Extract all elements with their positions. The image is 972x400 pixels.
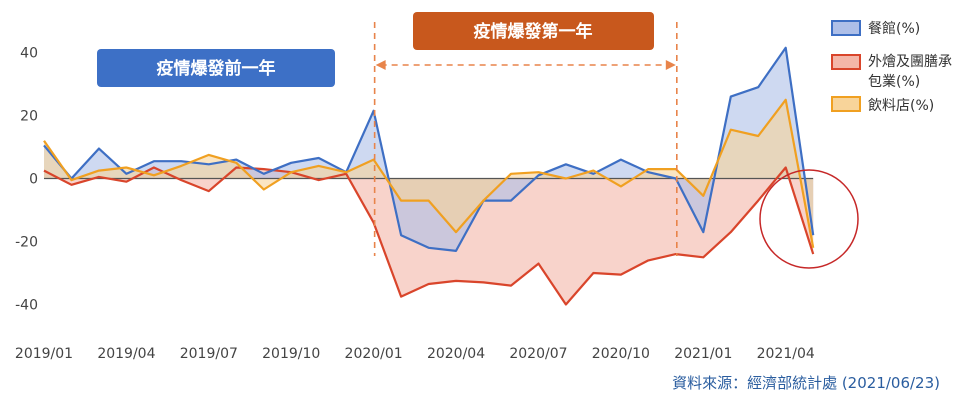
y-tick-label: 40: [20, 46, 38, 62]
y-tick-label: -40: [15, 298, 38, 314]
line-restaurants: [43, 46, 815, 252]
pandemic-banner-bg: [413, 12, 654, 50]
x-tick-label: 2020/10: [592, 346, 650, 362]
range-arrow-left: [375, 60, 386, 70]
y-tick-label: 20: [20, 109, 38, 125]
area-restaurants: [44, 47, 814, 251]
pre-pandemic-banner-bg: [97, 49, 335, 87]
x-axis: 2019/01 2019/04 2019/07 2019/10 2020/01 2020/…: [15, 346, 815, 362]
legend-restaurants: 餐館(%): [868, 20, 920, 37]
legend-catering-line2: 包業(%): [868, 74, 920, 90]
series-lines: [43, 46, 815, 306]
x-tick-label: 2020/07: [509, 346, 567, 362]
y-tick-label: 0: [29, 172, 38, 188]
pandemic-range-bracket: [373, 22, 678, 256]
x-tick-label: 2019/10: [262, 346, 320, 362]
y-tick-label: -20: [15, 235, 38, 251]
pre-pandemic-banner: 疫情爆發前一年: [97, 49, 335, 87]
x-tick-label: 2019/04: [97, 346, 155, 362]
x-tick-label: 2020/04: [427, 346, 485, 362]
x-tick-label: 2020/01: [345, 346, 403, 362]
legend-beverage: 飲料店(%): [868, 98, 934, 114]
x-tick-label: 2019/07: [180, 346, 238, 362]
source-note: 資料來源：經濟部統計處 (2021/06/23): [672, 374, 940, 392]
line-beverage: [43, 98, 815, 249]
legend-swatch-restaurants: [831, 20, 861, 36]
line-catering: [43, 166, 815, 306]
y-axis: 40 20 0 -20 -40: [15, 46, 38, 314]
pandemic-label: 疫情爆發第一年: [474, 21, 593, 42]
legend-catering-line1: 外燴及團膳承: [868, 53, 952, 70]
highlight-circle: [759, 169, 859, 269]
x-tick-label: 2021/04: [757, 346, 815, 362]
pre-pandemic-label: 疫情爆發前一年: [157, 58, 276, 79]
legend-swatch-catering: [831, 54, 861, 70]
pandemic-banner: 疫情爆發第一年: [413, 12, 654, 50]
x-tick-label: 2019/01: [15, 346, 73, 362]
range-arrow-right: [665, 60, 676, 70]
x-tick-label: 2021/01: [674, 346, 732, 362]
legend-swatch-beverage: [831, 96, 861, 112]
legend: 餐館(%) 外燴及團膳承 包業(%) 飲料店(%): [831, 20, 952, 114]
